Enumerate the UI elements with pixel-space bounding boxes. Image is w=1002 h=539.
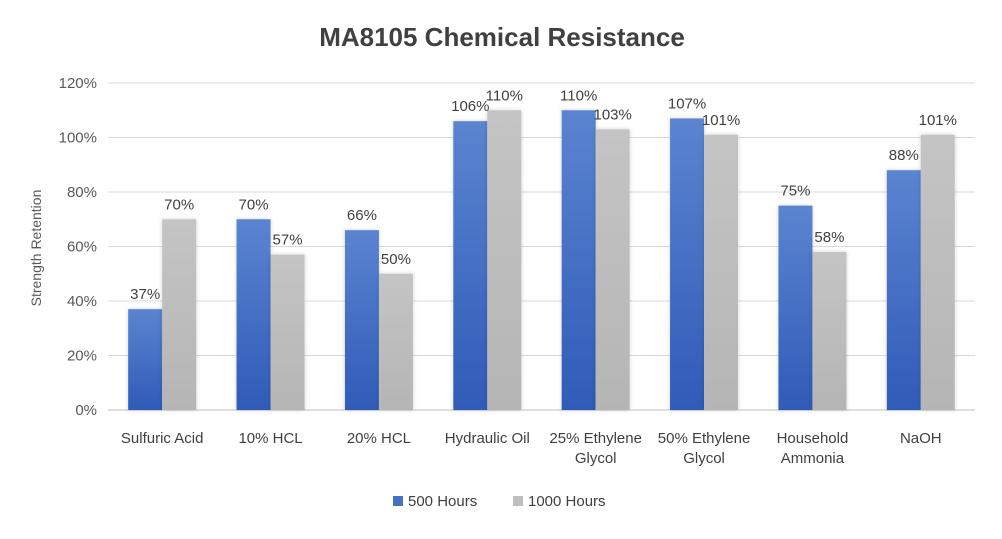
y-axis-ticks: 0% 20% 40% 60% 80% 100% 120% bbox=[59, 75, 97, 419]
data-label: 75% bbox=[780, 183, 810, 200]
data-label: 88% bbox=[889, 147, 919, 164]
y-tick-label: 120% bbox=[59, 75, 97, 92]
bar-series-1 bbox=[128, 309, 163, 410]
bar-series-2 bbox=[812, 251, 847, 410]
y-tick-label: 100% bbox=[59, 130, 97, 147]
data-label: 37% bbox=[130, 286, 160, 303]
y-tick-label: 80% bbox=[67, 184, 97, 201]
x-category-label: Ammonia bbox=[781, 450, 845, 467]
x-category-label: Hydraulic Oil bbox=[445, 430, 530, 447]
bar-series-1 bbox=[886, 170, 921, 410]
x-category-label: 50% Ethylene bbox=[658, 430, 751, 447]
x-axis-categories: Sulfuric Acid 10% HCL 20% HCL Hydraulic Oil… bbox=[121, 430, 942, 467]
data-label: 110% bbox=[560, 87, 597, 104]
bar-series-2 bbox=[920, 134, 955, 410]
bar-series-2 bbox=[595, 129, 630, 410]
bar-series-2 bbox=[378, 273, 413, 410]
chart-title: MA8105 Chemical Resistance bbox=[319, 22, 685, 52]
data-label: 110% bbox=[486, 87, 523, 104]
legend-swatch bbox=[393, 496, 403, 506]
data-labels: 37%70% 70%57%66%50%106%110% 110%103%107%10… bbox=[130, 87, 957, 303]
x-category-label: Glycol bbox=[683, 450, 725, 467]
x-category-label: 10% HCL bbox=[238, 430, 302, 447]
x-category-label: Glycol bbox=[575, 450, 617, 467]
legend: 500 Hours 1000 Hours bbox=[393, 493, 606, 510]
data-label: 58% bbox=[814, 229, 844, 246]
x-category-label: 20% HCL bbox=[347, 430, 411, 447]
data-label: 101% bbox=[702, 112, 740, 129]
bar-series-1 bbox=[561, 110, 596, 410]
legend-swatch bbox=[513, 496, 523, 506]
y-tick-label: 60% bbox=[67, 239, 97, 256]
bar-series-1 bbox=[453, 121, 488, 411]
data-label: 50% bbox=[381, 251, 411, 268]
bars bbox=[128, 110, 955, 411]
bar-series-2 bbox=[704, 134, 739, 410]
bar-series-1 bbox=[778, 205, 813, 410]
bar-series-2 bbox=[487, 110, 522, 410]
x-category-label: 25% Ethylene bbox=[549, 430, 642, 447]
data-label: 101% bbox=[919, 112, 957, 129]
bar-series-2 bbox=[270, 254, 305, 410]
y-tick-label: 0% bbox=[75, 402, 97, 419]
x-category-label: NaOH bbox=[900, 430, 942, 447]
legend-label: 1000 Hours bbox=[528, 493, 606, 510]
data-label: 70% bbox=[239, 196, 269, 213]
data-label: 70% bbox=[164, 196, 194, 213]
x-category-label: Household bbox=[777, 430, 849, 447]
data-label: 106% bbox=[451, 98, 489, 115]
data-label: 103% bbox=[594, 106, 632, 123]
data-label: 107% bbox=[668, 95, 706, 112]
data-label: 57% bbox=[273, 232, 303, 249]
bar-series-1 bbox=[670, 118, 705, 411]
y-tick-label: 20% bbox=[67, 348, 97, 365]
data-label: 66% bbox=[347, 207, 377, 224]
bar-series-1 bbox=[236, 219, 271, 410]
y-tick-label: 40% bbox=[67, 293, 97, 310]
y-axis-title: Strength Retention bbox=[28, 190, 44, 307]
bar-series-1 bbox=[344, 230, 379, 410]
bar-series-2 bbox=[162, 219, 197, 410]
x-category-label: Sulfuric Acid bbox=[121, 430, 204, 447]
legend-label: 500 Hours bbox=[408, 493, 477, 510]
